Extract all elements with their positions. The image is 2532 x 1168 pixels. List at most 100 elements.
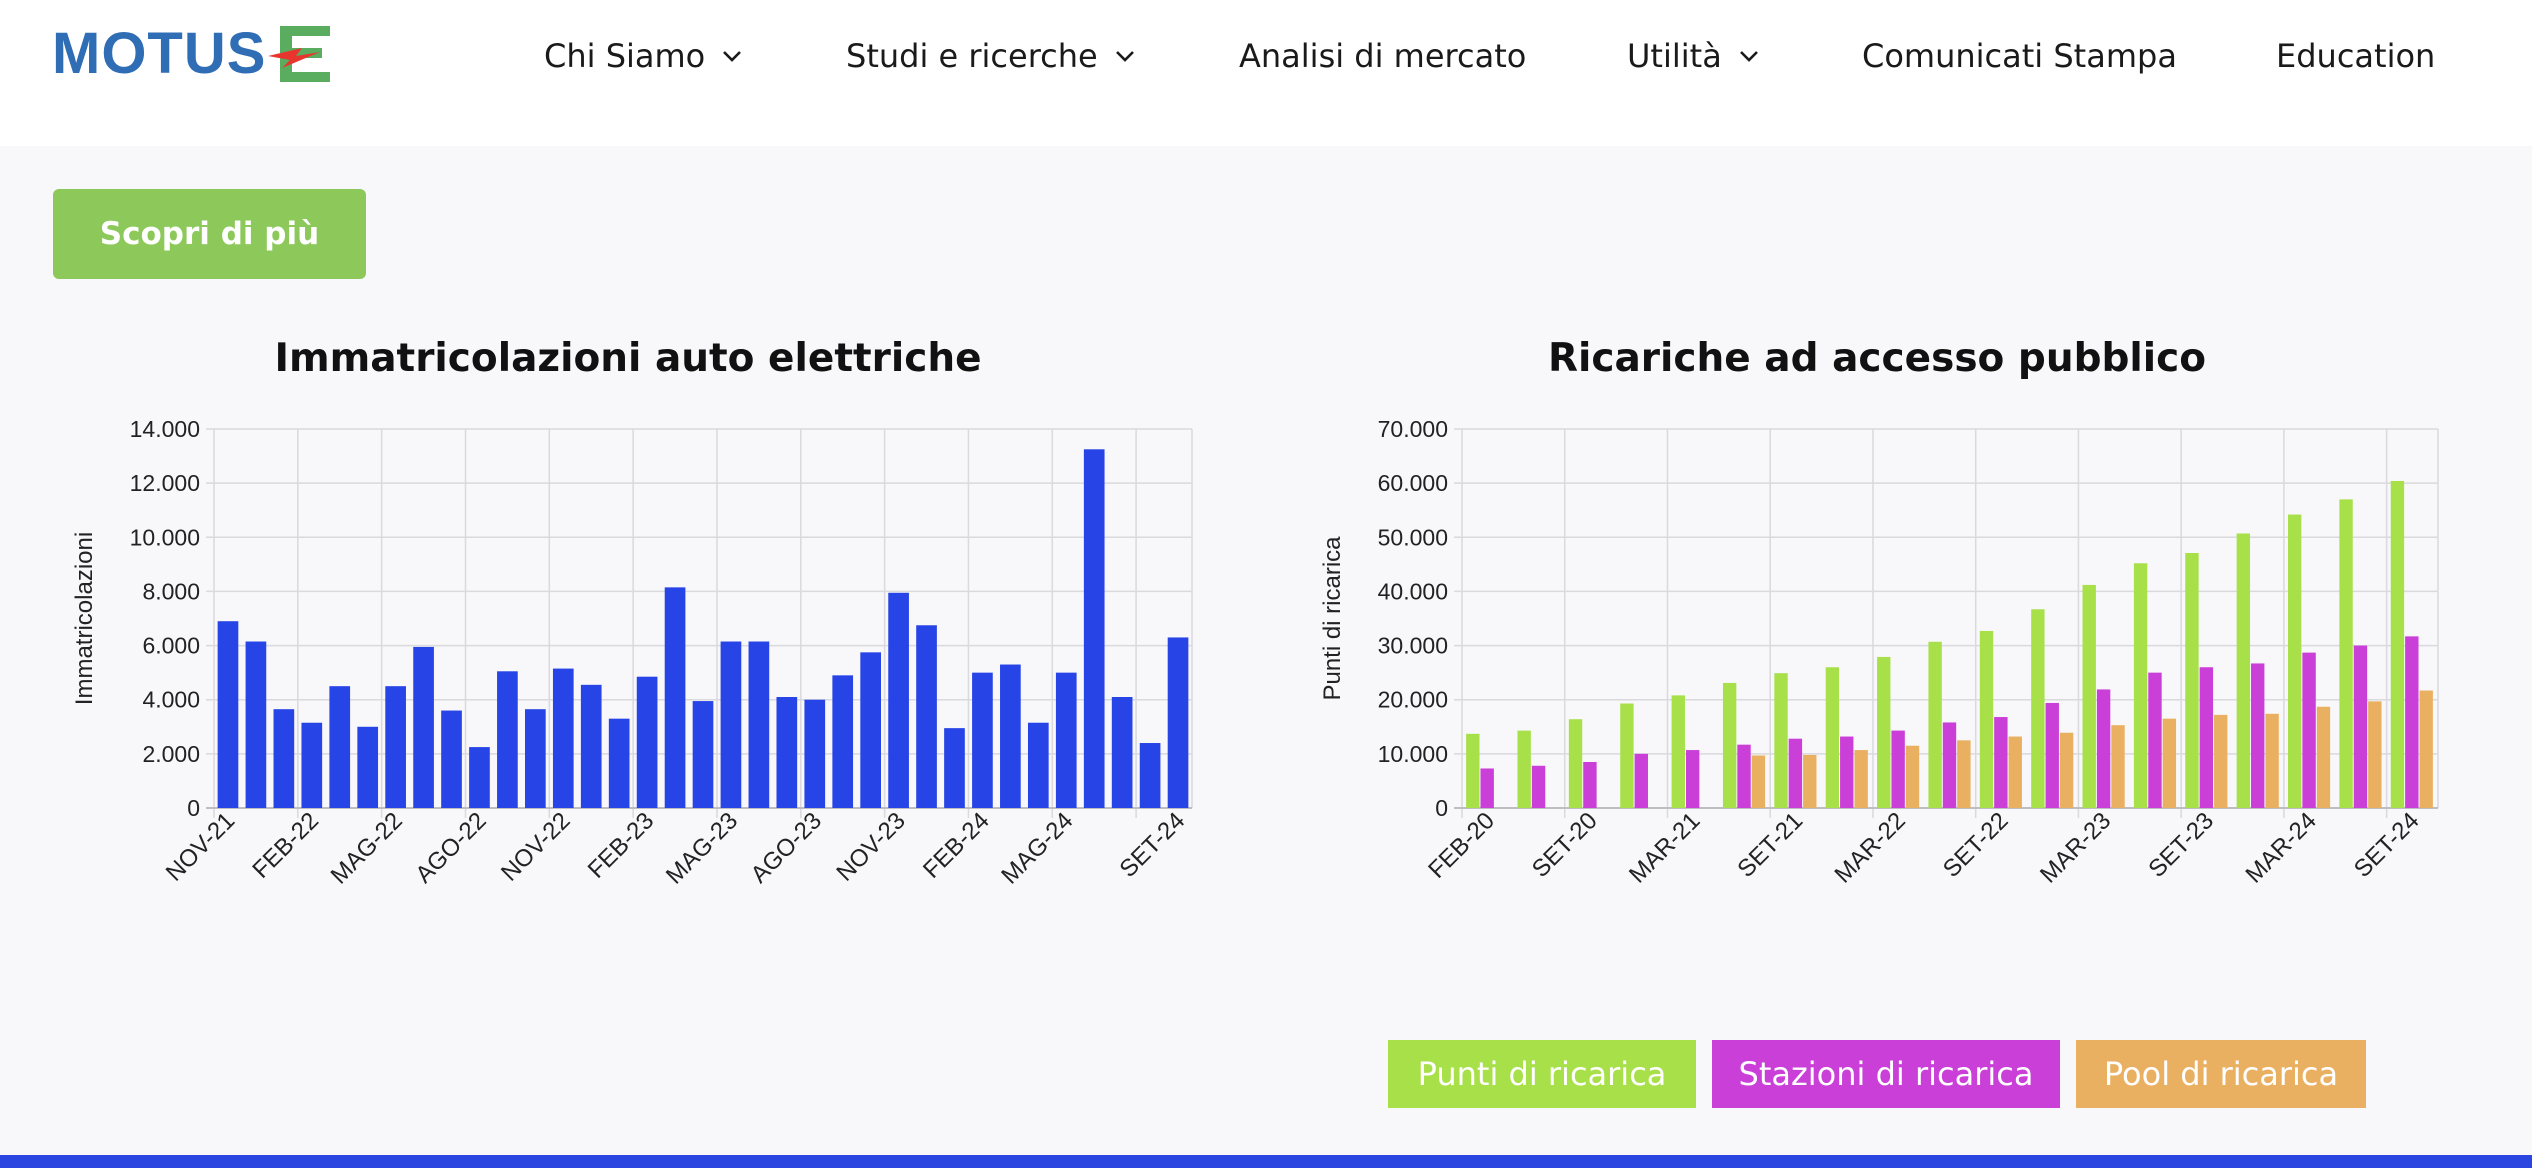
x-tick-label: MAR-21: [1624, 807, 1705, 888]
bar-ago-22[interactable]: [469, 747, 490, 808]
bar-feb-22[interactable]: [301, 722, 323, 808]
bar-stazioni-di-ricarica-mar-24[interactable]: [2302, 652, 2316, 808]
bar-punti-di-ricarica-giu-24[interactable]: [2339, 499, 2353, 808]
bar-stazioni-di-ricarica-set-23[interactable]: [2199, 667, 2214, 808]
nav-item-label: Education: [2276, 37, 2436, 75]
bar-punti-di-ricarica-giu-20[interactable]: [1517, 730, 1531, 808]
bar-pool-di-ricarica-giu-22[interactable]: [1957, 740, 1971, 808]
bar-punti-di-ricarica-dic-22[interactable]: [2031, 609, 2045, 808]
bar-punti-di-ricarica-set-20[interactable]: [1568, 719, 1583, 808]
bar-pool-di-ricarica-set-22[interactable]: [2008, 736, 2022, 808]
bar-ago-24[interactable]: [1139, 743, 1161, 808]
bar-punti-di-ricarica-giu-21[interactable]: [1722, 682, 1737, 808]
bar-punti-di-ricarica-mar-24[interactable]: [2288, 514, 2302, 808]
bar-dic-22[interactable]: [580, 684, 602, 808]
bar-stazioni-di-ricarica-set-24[interactable]: [2405, 636, 2419, 808]
bar-punti-di-ricarica-mar-23[interactable]: [2082, 584, 2096, 808]
bar-punti-di-ricarica-set-21[interactable]: [1774, 673, 1788, 808]
bar-gen-22[interactable]: [273, 709, 295, 808]
bar-dic-21[interactable]: [245, 641, 267, 808]
nav-item-chi-siamo[interactable]: Chi Siamo: [544, 28, 743, 84]
bar-stazioni-di-ricarica-set-22[interactable]: [1994, 717, 2008, 808]
bar-mar-23[interactable]: [664, 587, 686, 808]
bar-pool-di-ricarica-dic-23[interactable]: [2265, 713, 2279, 808]
bar-punti-di-ricarica-feb-20[interactable]: [1466, 733, 1480, 808]
bar-mag-22[interactable]: [385, 686, 406, 808]
legend-stazioni-di-ricarica[interactable]: Stazioni di ricarica: [1712, 1040, 2060, 1108]
bar-ott-22[interactable]: [525, 709, 546, 808]
bar-stazioni-di-ricarica-mar-21[interactable]: [1685, 750, 1700, 808]
bar-pool-di-ricarica-set-21[interactable]: [1803, 754, 1817, 808]
bar-punti-di-ricarica-set-22[interactable]: [1979, 630, 1994, 808]
bar-punti-di-ricarica-dic-21[interactable]: [1825, 667, 1840, 808]
bar-punti-di-ricarica-dic-23[interactable]: [2236, 533, 2251, 808]
bar-stazioni-di-ricarica-giu-20[interactable]: [1531, 765, 1546, 808]
bar-stazioni-di-ricarica-giu-23[interactable]: [2148, 672, 2162, 808]
bar-feb-24[interactable]: [972, 672, 993, 808]
bar-punti-di-ricarica-mar-21[interactable]: [1671, 695, 1685, 808]
bar-pool-di-ricarica-set-24[interactable]: [2419, 690, 2433, 808]
bar-set-22[interactable]: [497, 671, 518, 808]
scopri-di-piu-button[interactable]: Scopri di più: [53, 189, 366, 279]
bar-pool-di-ricarica-dic-22[interactable]: [2059, 732, 2074, 808]
bar-pool-di-ricarica-giu-21[interactable]: [1751, 755, 1766, 808]
nav-item-utilit[interactable]: Utilità: [1627, 28, 1760, 84]
bar-pool-di-ricarica-mar-23[interactable]: [2111, 725, 2125, 808]
bar-pool-di-ricarica-giu-24[interactable]: [2368, 701, 2382, 808]
bar-dic-23[interactable]: [916, 625, 937, 808]
bar-gen-23[interactable]: [608, 718, 630, 808]
bar-mar-24[interactable]: [1000, 664, 1021, 808]
bar-stazioni-di-ricarica-mar-23[interactable]: [2096, 689, 2111, 808]
bar-giu-23[interactable]: [748, 641, 770, 808]
bar-feb-23[interactable]: [636, 676, 658, 808]
bar-stazioni-di-ricarica-set-21[interactable]: [1788, 738, 1803, 808]
bar-giu-24[interactable]: [1083, 449, 1105, 808]
bar-lug-23[interactable]: [776, 697, 798, 808]
bar-stazioni-di-ricarica-giu-22[interactable]: [1942, 722, 1957, 808]
bar-nov-21[interactable]: [217, 621, 239, 808]
bar-apr-23[interactable]: [692, 701, 714, 808]
legend-pool-di-ricarica[interactable]: Pool di ricarica: [2076, 1040, 2366, 1108]
nav-item-analisi-di-mercato[interactable]: Analisi di mercato: [1239, 28, 1526, 84]
bar-punti-di-ricarica-set-24[interactable]: [2390, 480, 2405, 808]
bar-pool-di-ricarica-mar-24[interactable]: [2316, 706, 2331, 808]
bar-punti-di-ricarica-mar-22[interactable]: [1877, 656, 1891, 808]
bar-punti-di-ricarica-dic-20[interactable]: [1620, 703, 1634, 808]
legend-punti-di-ricarica[interactable]: Punti di ricarica: [1388, 1040, 1696, 1108]
bar-punti-di-ricarica-giu-22[interactable]: [1928, 641, 1942, 808]
bar-nov-23[interactable]: [888, 592, 909, 808]
bar-mar-22[interactable]: [329, 686, 351, 808]
bar-punti-di-ricarica-set-23[interactable]: [2185, 552, 2199, 808]
bar-mag-24[interactable]: [1055, 672, 1077, 808]
bar-pool-di-ricarica-set-23[interactable]: [2214, 714, 2228, 808]
bar-stazioni-di-ricarica-dic-21[interactable]: [1840, 736, 1854, 808]
nav-item-education[interactable]: Education: [2276, 28, 2435, 84]
bar-lug-24[interactable]: [1111, 697, 1133, 808]
bar-pool-di-ricarica-dic-21[interactable]: [1854, 750, 1868, 808]
bar-lug-22[interactable]: [441, 710, 462, 808]
bar-set-24[interactable]: [1167, 637, 1189, 808]
bar-mag-23[interactable]: [720, 641, 742, 808]
bar-stazioni-di-ricarica-dic-20[interactable]: [1634, 753, 1648, 808]
bar-apr-22[interactable]: [357, 726, 379, 808]
bar-nov-22[interactable]: [552, 668, 574, 808]
nav-item-comunicati-stampa[interactable]: Comunicati Stampa: [1862, 28, 2177, 84]
bar-stazioni-di-ricarica-feb-20[interactable]: [1480, 768, 1494, 808]
bar-stazioni-di-ricarica-giu-21[interactable]: [1737, 744, 1751, 808]
motus-logo[interactable]: MOTUS: [52, 22, 338, 86]
bar-set-23[interactable]: [832, 675, 854, 808]
bar-pool-di-ricarica-giu-23[interactable]: [2162, 718, 2177, 808]
bar-apr-24[interactable]: [1027, 722, 1049, 808]
bar-ott-23[interactable]: [860, 652, 881, 808]
bar-punti-di-ricarica-giu-23[interactable]: [2133, 563, 2148, 808]
bar-gen-24[interactable]: [944, 728, 965, 808]
bar-giu-22[interactable]: [413, 646, 434, 808]
bar-stazioni-di-ricarica-mar-22[interactable]: [1891, 730, 1905, 808]
bar-pool-di-ricarica-mar-22[interactable]: [1905, 745, 1920, 808]
bar-stazioni-di-ricarica-dic-22[interactable]: [2045, 702, 2059, 808]
bar-ago-23[interactable]: [804, 699, 826, 808]
bar-stazioni-di-ricarica-dic-23[interactable]: [2251, 663, 2265, 808]
bar-stazioni-di-ricarica-giu-24[interactable]: [2353, 645, 2368, 808]
nav-item-studi-e-ricerche[interactable]: Studi e ricerche: [846, 28, 1136, 84]
bar-stazioni-di-ricarica-set-20[interactable]: [1583, 761, 1597, 808]
